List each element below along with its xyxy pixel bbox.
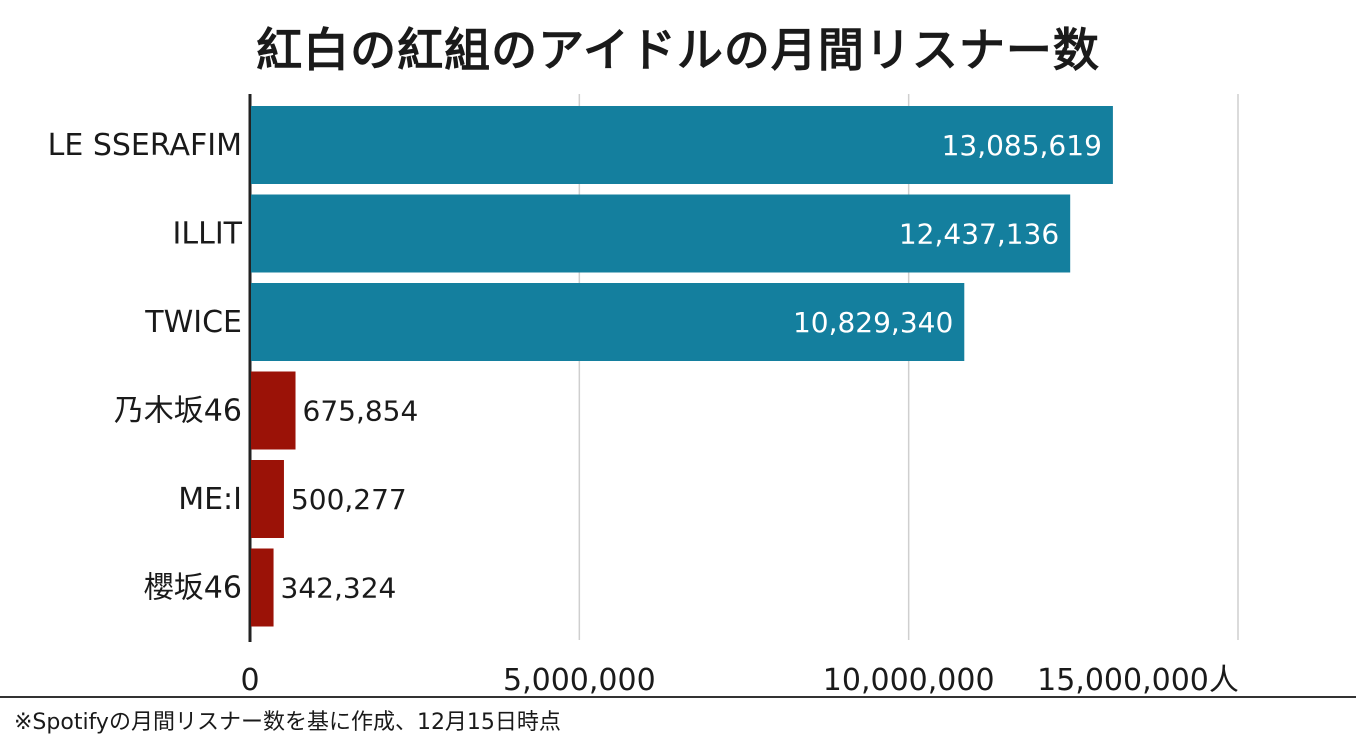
bar-2 [251, 283, 965, 361]
bar-chart: LE SSERAFIM 13,085,619 ILLIT 12,437,136 TWIC… [48, 94, 1239, 696]
chart-title: 紅白の紅組のアイドルの月間リスナー数 [256, 23, 1100, 77]
value-label: 342,324 [281, 572, 397, 605]
value-label: 10,829,340 [793, 306, 953, 339]
bar-3 [251, 371, 296, 450]
x-tick-label: 5,000,000 [503, 663, 656, 696]
value-label: 13,085,619 [942, 129, 1102, 162]
bar-1 [251, 194, 1071, 273]
value-label: 12,437,136 [899, 218, 1059, 251]
bar-5 [251, 548, 274, 627]
footnote: ※Spotifyの月間リスナー数を基に作成、12月15日時点 [14, 710, 561, 735]
bar-0 [251, 106, 1113, 184]
category-label: ILLIT [173, 217, 243, 252]
x-tick-label: 0 [240, 663, 259, 696]
x-tick-label: 10,000,000 [823, 663, 995, 696]
category-label: 櫻坂46 [144, 571, 242, 606]
category-label: LE SSERAFIM [48, 128, 242, 163]
x-tick-label: 15,000,000人 [1037, 663, 1239, 696]
value-label: 675,854 [303, 395, 419, 428]
category-label: 乃木坂46 [114, 394, 242, 429]
bar-4 [251, 460, 284, 538]
category-label: TWICE [144, 305, 242, 340]
footer-divider [0, 696, 1356, 698]
category-label: ME:I [178, 482, 242, 517]
value-label: 500,277 [291, 483, 407, 516]
